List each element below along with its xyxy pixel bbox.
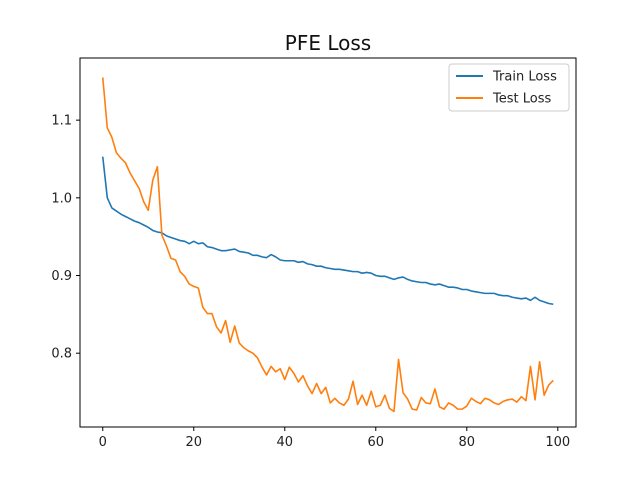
y-tick-label: 0.9 bbox=[51, 269, 72, 284]
legend-label: Test Loss bbox=[492, 92, 551, 107]
series-line-train-loss bbox=[101, 156, 554, 306]
y-tick-label: 1.0 bbox=[51, 191, 72, 206]
series-line-test-loss bbox=[101, 77, 554, 413]
x-tick-label: 60 bbox=[368, 435, 385, 450]
y-axis: 0.8 0.9 1.0 1.1 bbox=[51, 114, 80, 362]
legend: Train Loss Test Loss bbox=[448, 63, 570, 112]
x-tick-label: 0 bbox=[99, 435, 107, 450]
chart-title: PFE Loss bbox=[285, 31, 371, 55]
x-tick-label: 40 bbox=[276, 435, 293, 450]
legend-label: Train Loss bbox=[492, 70, 557, 85]
y-tick-label: 0.8 bbox=[51, 347, 72, 362]
plot-area: 0 20 40 60 80 100 0.8 0.9 1.0 1.1 bbox=[51, 57, 577, 450]
x-tick-label: 80 bbox=[459, 435, 476, 450]
series-layer bbox=[101, 77, 554, 413]
x-axis: 0 20 40 60 80 100 bbox=[99, 427, 570, 450]
x-tick-label: 20 bbox=[185, 435, 202, 450]
x-tick-label: 100 bbox=[545, 435, 570, 450]
y-tick-label: 1.1 bbox=[51, 114, 72, 129]
plot-frame bbox=[79, 57, 577, 428]
